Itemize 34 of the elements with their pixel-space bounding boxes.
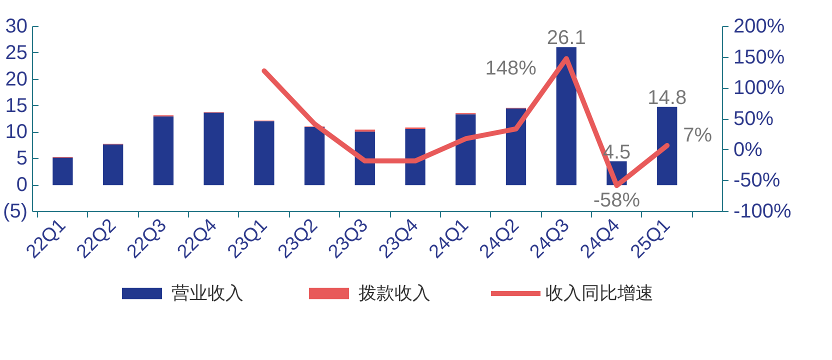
bar: [254, 121, 274, 186]
bar: [204, 112, 224, 186]
bar: [304, 126, 325, 186]
y2-tick-label: -100%: [734, 200, 792, 222]
bar: [556, 47, 576, 186]
y2-tick-label: 200%: [734, 16, 785, 38]
y-tick-label: (5): [3, 200, 28, 222]
data-label: 14.8: [648, 86, 687, 109]
data-label: -58%: [593, 190, 640, 212]
y2-tick-label: 100%: [734, 77, 785, 100]
y-tick-label: 5: [16, 148, 28, 170]
y-tick-label: 0: [16, 174, 28, 196]
y-tick-label: 25: [5, 42, 28, 64]
y-tick-label: 15: [5, 94, 28, 117]
bar: [405, 129, 426, 186]
y2-tick-label: 0%: [734, 138, 763, 161]
legend-label: 营业收入: [172, 282, 244, 305]
legend-label: 拨款收入: [358, 282, 430, 305]
bar: [456, 114, 476, 186]
data-label: 26.1: [546, 27, 586, 50]
bar: [153, 116, 174, 186]
y2-tick-label: 50%: [734, 108, 774, 130]
y-tick-label: 30: [5, 16, 28, 38]
y-tick-label: 10: [5, 121, 28, 144]
bar: [52, 158, 73, 186]
legend-label: 收入同比增速: [546, 282, 654, 305]
y2-tick-label: -50%: [734, 170, 780, 192]
data-label: 148%: [485, 58, 537, 80]
bar: [657, 106, 678, 186]
bar: [506, 108, 526, 186]
y-tick-label: 20: [5, 68, 28, 90]
bar: [103, 144, 124, 186]
data-label: 7%: [683, 124, 712, 147]
y2-tick-label: 150%: [734, 46, 785, 68]
